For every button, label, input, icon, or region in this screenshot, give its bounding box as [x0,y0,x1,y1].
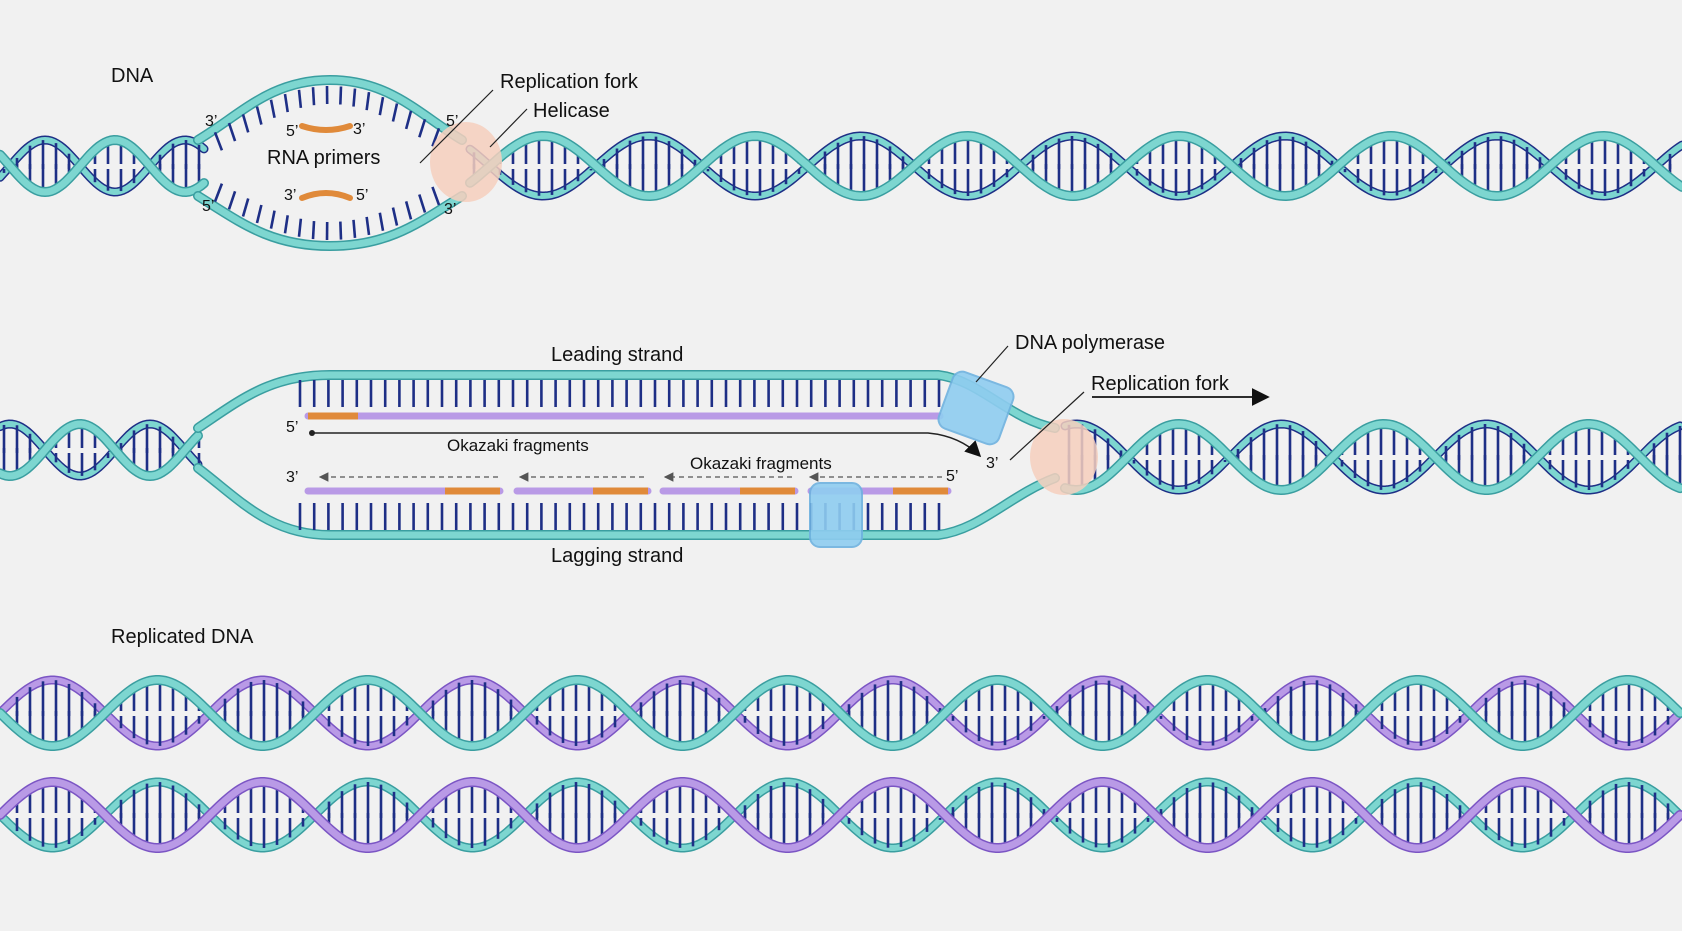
bubble-bottom-base [367,217,369,235]
bubble-bottom-base [340,222,341,240]
dna-polymerase-lagging [810,483,862,547]
bubble-bottom-base [299,219,301,237]
bubble-top-base [406,111,411,129]
end-label-top-left: 3’ [205,113,217,130]
leading-end-3-label: 3’ [986,455,998,472]
primer-top-3-label: 3’ [353,121,365,138]
bubble-bottom-base [257,205,261,223]
bubble-top-base [243,114,248,132]
panel1-title: DNA [111,65,154,87]
bubble-bottom-base [393,208,397,226]
bubble-bottom-base [406,201,411,219]
helicase-label: Helicase [533,100,610,122]
bubble-top-base [340,86,341,104]
bubble-bottom-base [354,220,356,238]
primer-bottom-5-label: 5’ [356,187,368,204]
helix-layer [0,80,1682,848]
end-label-top-right: 5’ [446,113,458,130]
bubble-top-base [257,107,261,125]
primer-top-5-label: 5’ [286,123,298,140]
bubble-bottom-base [243,198,248,216]
bubble-top-base [229,123,235,141]
okazaki-fragments-label-2: Okazaki fragments [690,454,832,473]
bubble-top-base [271,100,275,118]
primer-bottom-3-label: 3’ [284,187,296,204]
rna-primers-label: RNA primers [267,147,380,169]
rna-primer-bottom [302,193,350,198]
helicase-shape [430,122,502,202]
bubble-bottom-base [215,184,222,202]
bubble-top-base [215,132,222,150]
bubble-bottom-base [229,191,235,209]
bubble-bottom-base [432,187,439,205]
leading-strand-label: Leading strand [551,344,683,366]
bubble-top-base [299,90,301,108]
replication-fork-label: Replication fork [500,71,639,93]
leading-synthesis-arrow [312,433,980,456]
dna-polymerase-label: DNA polymerase [1015,332,1165,354]
rna-primer-top [302,126,350,130]
lagging-3-label: 3’ [286,469,298,486]
bubble-top-base [285,94,288,112]
end-label-bottom-left: 5’ [202,198,214,215]
leading-start-dot [309,430,315,436]
replication-fork-label-2: Replication fork [1091,373,1230,395]
bubble-bottom-base [419,194,425,212]
bubble-top-base [354,89,356,107]
bubble-top-base [367,92,369,110]
bubble-top-base [393,103,397,121]
bubble-top-base [419,119,425,137]
helicase-shape-2 [1030,419,1098,495]
bubble-top-base [313,87,314,105]
lagging-5-label: 5’ [946,468,958,485]
bubble-bottom-base [285,215,288,233]
bubble-bottom-base [313,221,314,239]
lagging-strand-label: Lagging strand [551,545,683,567]
panel3-title: Replicated DNA [111,626,254,648]
bubble-bottom-base [271,211,275,229]
bubble-top-base [380,97,383,115]
bubble-bottom-base [380,213,383,231]
okazaki-fragments-label-1: Okazaki fragments [447,436,589,455]
leading-start-5-label: 5’ [286,419,298,436]
end-label-bottom-right: 3’ [444,201,456,218]
polymerase-pointer [976,346,1008,382]
